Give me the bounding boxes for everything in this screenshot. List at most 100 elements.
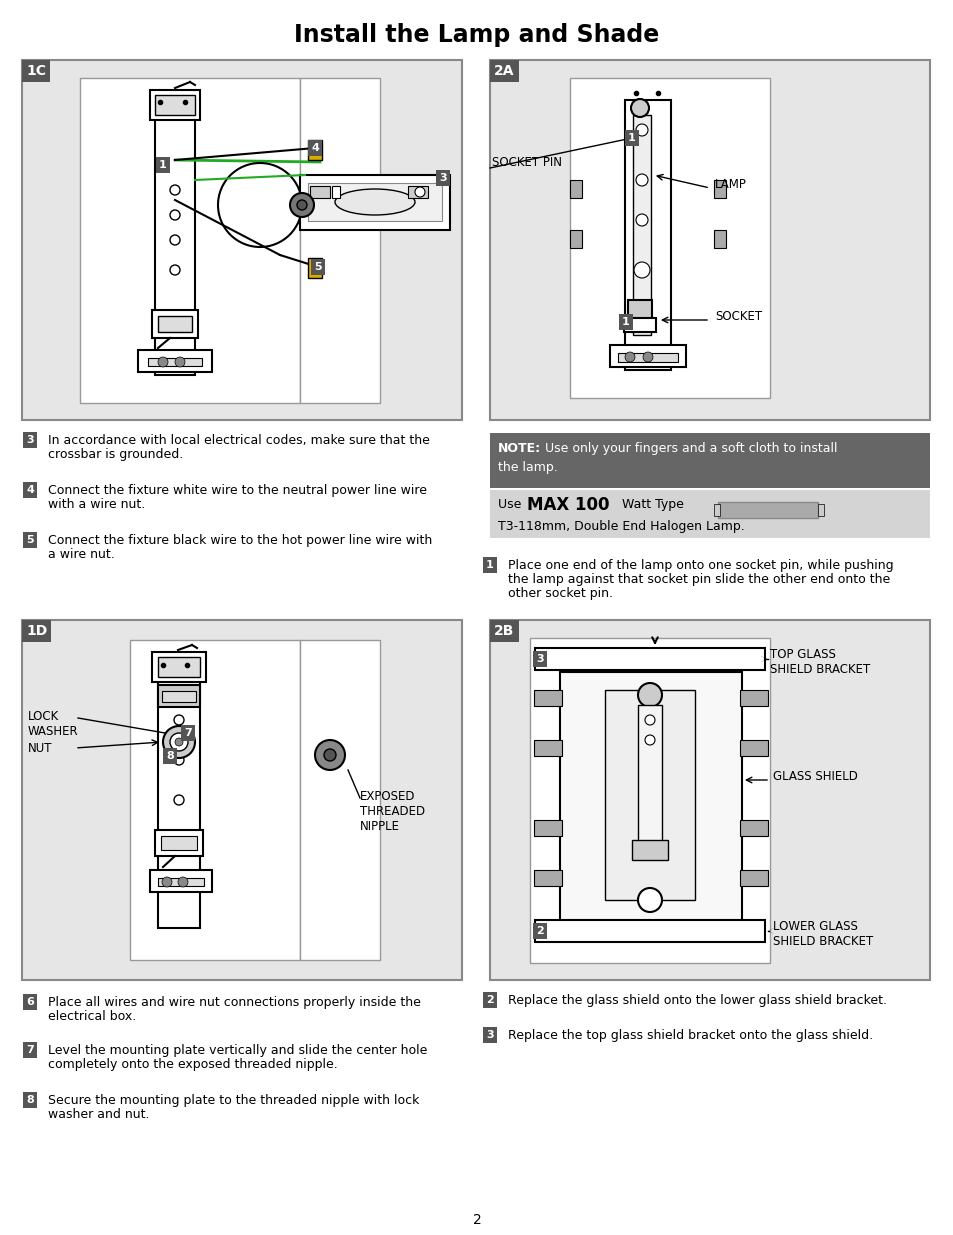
Bar: [569, 78, 769, 398]
Text: 3: 3: [486, 1030, 494, 1040]
Text: 2: 2: [486, 995, 494, 1005]
Text: In accordance with local electrical codes, make sure that the: In accordance with local electrical code…: [48, 433, 430, 447]
Text: NUT: NUT: [28, 741, 52, 755]
Circle shape: [178, 877, 188, 887]
Bar: [80, 78, 299, 403]
Bar: [158, 316, 192, 332]
Circle shape: [162, 877, 172, 887]
Bar: [158, 878, 204, 885]
Text: 2B: 2B: [494, 624, 514, 638]
Text: Connect the fixture black wire to the hot power line wire with: Connect the fixture black wire to the ho…: [48, 534, 432, 547]
Bar: [490, 490, 929, 538]
Bar: [623, 317, 656, 332]
Text: 3: 3: [26, 435, 33, 445]
Bar: [154, 95, 194, 115]
Bar: [534, 820, 561, 836]
Text: GLASS SHIELD: GLASS SHIELD: [772, 769, 857, 783]
Circle shape: [170, 734, 188, 751]
Bar: [162, 692, 195, 701]
Circle shape: [636, 174, 647, 186]
Circle shape: [174, 357, 185, 367]
Circle shape: [170, 266, 180, 275]
Text: a wire nut.: a wire nut.: [48, 548, 114, 561]
Bar: [534, 690, 561, 706]
Text: 7: 7: [26, 1045, 34, 1055]
Text: 4: 4: [311, 143, 318, 153]
Text: LAMP: LAMP: [714, 179, 746, 191]
Circle shape: [638, 683, 661, 706]
Circle shape: [642, 352, 652, 362]
Text: 1: 1: [159, 161, 167, 170]
Bar: [534, 869, 561, 885]
Text: the lamp against that socket pin slide the other end onto the: the lamp against that socket pin slide t…: [507, 573, 889, 585]
Text: other socket pin.: other socket pin.: [507, 587, 613, 600]
Circle shape: [644, 735, 655, 745]
Text: Level the mounting plate vertically and slide the center hole: Level the mounting plate vertically and …: [48, 1044, 427, 1057]
Bar: [299, 78, 379, 403]
Text: Use only your fingers and a soft cloth to install: Use only your fingers and a soft cloth t…: [544, 442, 837, 454]
Bar: [158, 658, 200, 927]
Bar: [310, 186, 330, 198]
Bar: [490, 620, 929, 981]
Circle shape: [173, 755, 184, 764]
Bar: [817, 504, 823, 516]
Bar: [559, 672, 741, 927]
Text: Replace the top glass shield bracket onto the glass shield.: Replace the top glass shield bracket ont…: [507, 1029, 872, 1042]
Bar: [490, 61, 929, 420]
Text: completely onto the exposed threaded nipple.: completely onto the exposed threaded nip…: [48, 1058, 337, 1071]
Bar: [161, 836, 196, 850]
Bar: [631, 840, 667, 860]
Circle shape: [290, 193, 314, 217]
Circle shape: [644, 715, 655, 725]
Bar: [308, 140, 322, 161]
Bar: [148, 358, 202, 366]
Text: Connect the fixture white wire to the neutral power line wire: Connect the fixture white wire to the ne…: [48, 484, 427, 496]
Text: 3: 3: [438, 173, 446, 183]
Bar: [713, 504, 720, 516]
Text: LOWER GLASS
SHIELD BRACKET: LOWER GLASS SHIELD BRACKET: [772, 920, 872, 948]
Bar: [609, 345, 685, 367]
Bar: [624, 100, 670, 370]
Circle shape: [630, 99, 648, 117]
Bar: [535, 920, 764, 942]
Bar: [633, 115, 650, 335]
Bar: [534, 740, 561, 756]
Circle shape: [638, 888, 661, 911]
Text: SOCKET PIN: SOCKET PIN: [492, 157, 561, 169]
Text: T3-118mm, Double End Halogen Lamp.: T3-118mm, Double End Halogen Lamp.: [497, 520, 744, 534]
Bar: [713, 180, 725, 198]
Circle shape: [170, 185, 180, 195]
Bar: [158, 685, 200, 706]
Circle shape: [174, 739, 183, 746]
Text: 1: 1: [627, 133, 636, 143]
Bar: [308, 258, 322, 278]
Text: Place all wires and wire nut connections properly inside the: Place all wires and wire nut connections…: [48, 995, 420, 1009]
Text: 7: 7: [184, 727, 192, 739]
Bar: [638, 705, 661, 845]
Text: the lamp.: the lamp.: [497, 461, 558, 474]
Text: 2: 2: [536, 926, 543, 936]
Circle shape: [173, 795, 184, 805]
Text: Use: Use: [497, 498, 525, 511]
Circle shape: [173, 715, 184, 725]
Text: Install the Lamp and Shade: Install the Lamp and Shade: [294, 23, 659, 47]
Text: 2: 2: [472, 1213, 481, 1228]
Text: 1D: 1D: [26, 624, 48, 638]
Ellipse shape: [335, 189, 415, 215]
Bar: [569, 180, 581, 198]
Bar: [299, 175, 450, 230]
Bar: [718, 501, 817, 517]
Text: 1C: 1C: [26, 64, 46, 78]
Bar: [308, 183, 441, 221]
Text: 5: 5: [26, 535, 33, 545]
Text: 4: 4: [26, 485, 34, 495]
Text: Secure the mounting plate to the threaded nipple with lock: Secure the mounting plate to the threade…: [48, 1094, 419, 1107]
Bar: [408, 186, 428, 198]
Circle shape: [324, 748, 335, 761]
Text: 8: 8: [166, 751, 173, 761]
Text: Replace the glass shield onto the lower glass shield bracket.: Replace the glass shield onto the lower …: [507, 994, 886, 1007]
Circle shape: [296, 200, 307, 210]
Bar: [740, 690, 767, 706]
Bar: [152, 652, 206, 682]
Bar: [154, 830, 203, 856]
